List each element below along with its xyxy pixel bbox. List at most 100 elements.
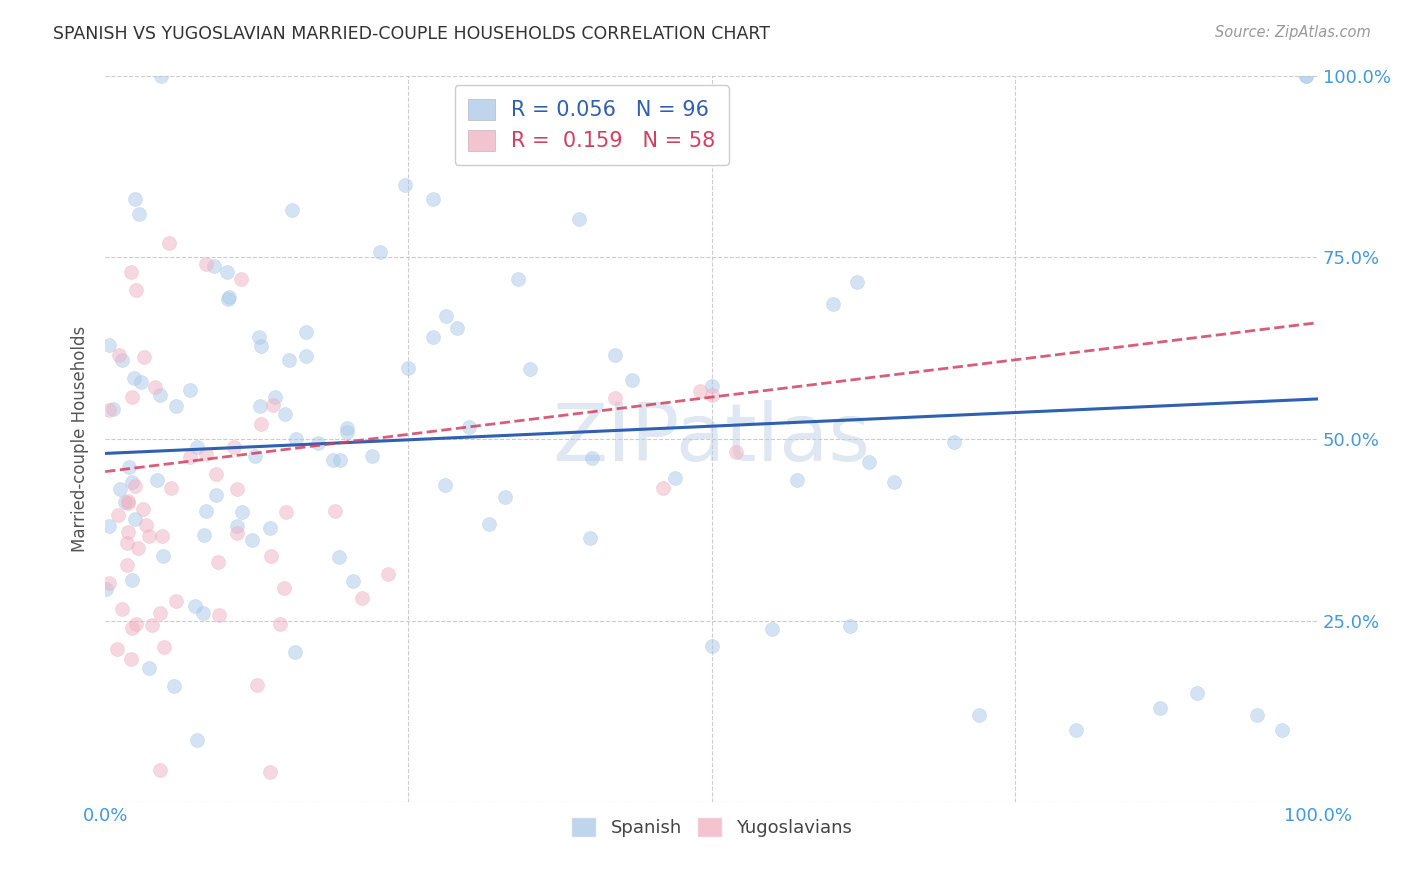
- Point: [398, 361, 420, 376]
- Point: [179, 450, 201, 464]
- Point: [124, 479, 146, 493]
- Point: [108, 483, 131, 497]
- Point: [150, 528, 173, 542]
- Point: [115, 558, 138, 572]
- Point: [262, 398, 284, 412]
- Point: [579, 531, 602, 545]
- Point: [124, 617, 146, 632]
- Point: [821, 297, 844, 311]
- Point: [118, 460, 141, 475]
- Point: [194, 257, 217, 271]
- Point: [246, 677, 269, 691]
- Point: [114, 495, 136, 509]
- Point: [149, 388, 172, 402]
- Point: [700, 379, 723, 393]
- Point: [207, 555, 229, 569]
- Point: [110, 353, 132, 368]
- Point: [97, 576, 120, 591]
- Point: [259, 765, 281, 780]
- Point: [231, 272, 253, 286]
- Point: [259, 521, 281, 535]
- Point: [218, 290, 240, 304]
- Point: [165, 594, 187, 608]
- Point: [273, 581, 295, 595]
- Point: [394, 178, 416, 192]
- Point: [786, 474, 808, 488]
- Point: [724, 445, 747, 459]
- Point: [883, 475, 905, 490]
- Text: SPANISH VS YUGOSLAVIAN MARRIED-COUPLE HOUSEHOLDS CORRELATION CHART: SPANISH VS YUGOSLAVIAN MARRIED-COUPLE HO…: [53, 25, 770, 43]
- Point: [269, 616, 291, 631]
- Point: [477, 516, 499, 531]
- Point: [307, 436, 329, 450]
- Point: [195, 504, 218, 518]
- Point: [208, 608, 231, 623]
- Point: [132, 501, 155, 516]
- Point: [132, 350, 155, 364]
- Point: [943, 435, 966, 450]
- Point: [249, 399, 271, 413]
- Point: [519, 361, 541, 376]
- Point: [700, 388, 723, 402]
- Point: [129, 375, 152, 389]
- Point: [281, 203, 304, 218]
- Legend: Spanish, Yugoslavians: Spanish, Yugoslavians: [564, 810, 859, 844]
- Point: [652, 482, 675, 496]
- Point: [165, 400, 187, 414]
- Point: [1295, 69, 1317, 83]
- Point: [700, 639, 723, 653]
- Point: [205, 467, 228, 481]
- Point: [117, 496, 139, 510]
- Point: [183, 599, 205, 614]
- Point: [240, 533, 263, 548]
- Point: [217, 265, 239, 279]
- Point: [149, 69, 172, 83]
- Point: [121, 573, 143, 587]
- Point: [361, 450, 384, 464]
- Point: [322, 453, 344, 467]
- Point: [506, 272, 529, 286]
- Point: [243, 449, 266, 463]
- Point: [152, 549, 174, 563]
- Point: [1064, 723, 1087, 737]
- Point: [127, 541, 149, 555]
- Point: [121, 475, 143, 490]
- Text: Source: ZipAtlas.com: Source: ZipAtlas.com: [1215, 25, 1371, 40]
- Point: [352, 591, 374, 606]
- Point: [433, 477, 456, 491]
- Point: [120, 652, 142, 666]
- Point: [446, 321, 468, 335]
- Point: [135, 518, 157, 533]
- Point: [149, 606, 172, 620]
- Point: [1185, 686, 1208, 700]
- Point: [157, 235, 180, 250]
- Point: [122, 371, 145, 385]
- Point: [226, 482, 249, 496]
- Point: [138, 661, 160, 675]
- Point: [124, 512, 146, 526]
- Point: [202, 259, 225, 273]
- Point: [328, 550, 350, 565]
- Point: [121, 390, 143, 404]
- Point: [603, 347, 626, 361]
- Point: [1246, 708, 1268, 723]
- Point: [967, 708, 990, 723]
- Point: [336, 421, 359, 435]
- Point: [274, 408, 297, 422]
- Point: [101, 402, 124, 417]
- Point: [858, 455, 880, 469]
- Point: [481, 90, 503, 104]
- Point: [105, 642, 128, 657]
- Point: [186, 441, 208, 455]
- Point: [323, 504, 346, 518]
- Point: [97, 338, 120, 352]
- Y-axis label: Married-couple Households: Married-couple Households: [72, 326, 89, 552]
- Point: [226, 526, 249, 541]
- Point: [567, 212, 589, 227]
- Point: [1271, 723, 1294, 737]
- Point: [222, 440, 245, 454]
- Point: [664, 471, 686, 485]
- Point: [117, 524, 139, 539]
- Point: [120, 265, 142, 279]
- Point: [495, 490, 517, 504]
